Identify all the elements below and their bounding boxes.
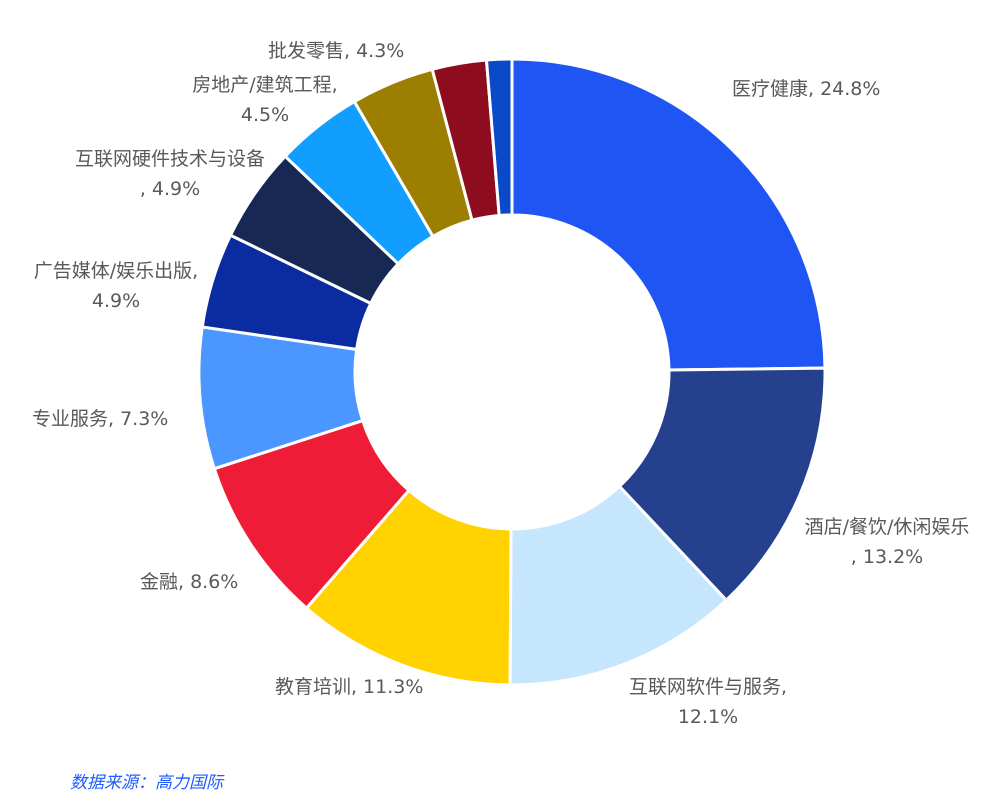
donut-slice [510,57,827,372]
slice-label: 互联网硬件技术与设备, 4.9% [74,148,265,200]
donut-slice [508,484,729,687]
source-note: 数据来源：高力国际 [70,773,223,793]
slice-label: 教育培训, 11.3% [275,676,424,698]
donut-slice [617,366,827,603]
slice-label: 金融, 8.6% [140,571,239,593]
slice-label: 广告媒体/娱乐出版, 4.9% [33,260,199,312]
slice-label: 酒店/餐饮/休闲娱乐, 13.2% [804,516,970,568]
donut-slice [484,57,514,218]
slice-label: 批发零售, 4.3% [268,40,405,62]
donut-slice [304,488,513,687]
slice-label: 房地产/建筑工程, 4.5% [192,74,338,126]
slice-label: 专业服务, 7.3% [32,408,169,430]
slice-label: 互联网软件与服务, 12.1% [628,676,788,728]
slice-label: 医疗健康, 24.8% [732,78,881,100]
